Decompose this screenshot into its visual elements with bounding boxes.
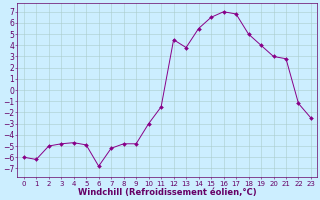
- X-axis label: Windchill (Refroidissement éolien,°C): Windchill (Refroidissement éolien,°C): [78, 188, 257, 197]
